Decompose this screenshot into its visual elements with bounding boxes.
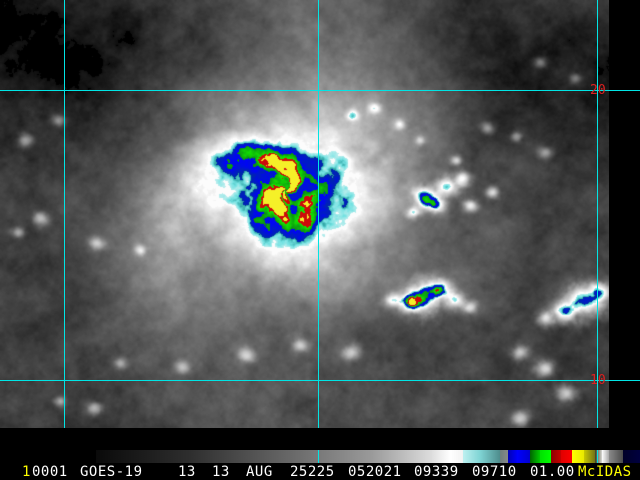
image-time-utc: 052021 [348, 464, 402, 480]
enhancement-segment-18 [594, 450, 603, 463]
enhancement-segment-1 [96, 450, 191, 463]
satellite-name: GOES-19 [80, 464, 143, 480]
enhancement-segment-20 [608, 450, 624, 463]
enhancement-bar-tick-0 [318, 450, 319, 463]
element-coordinate: 09710 [472, 464, 517, 480]
enhancement-segment-8 [479, 450, 501, 463]
enhancement-segment-12 [530, 450, 541, 463]
enhancement-segment-3 [293, 450, 373, 463]
enhancement-segment-16 [572, 450, 585, 463]
annotation-strip: 1 0001 GOES-19 13 13 AUG 25225 052021 09339 09710… [0, 428, 640, 480]
enhancement-bar-tick-1 [597, 450, 598, 463]
brightness-temperature-enhancement-bar[interactable] [86, 450, 640, 463]
resolution-value: 01.00 [530, 464, 575, 480]
enhancement-segment-11 [517, 450, 531, 463]
enhancement-segment-21 [622, 450, 640, 463]
enhancement-segment-9 [499, 450, 510, 463]
mcidas-brand: McIDAS [578, 464, 632, 480]
latitude-label-10: 10 [590, 373, 606, 388]
enhancement-segment-0 [86, 450, 97, 463]
month-name: AUG [246, 464, 273, 480]
enhancement-segment-15 [561, 450, 574, 463]
mcidas-status-line: 1 0001 GOES-19 13 13 AUG 25225 052021 09339 09710… [0, 464, 640, 480]
longitude-gridline-30 [597, 0, 598, 428]
enhancement-segment-2 [189, 450, 295, 463]
latitude-label-20: 20 [590, 83, 606, 98]
enhancement-segment-14 [550, 450, 562, 463]
enhancement-segment-13 [539, 450, 552, 463]
latitude-gridline-20 [0, 90, 640, 91]
enhancement-segment-7 [462, 450, 481, 463]
area-number: 0001 [32, 464, 68, 480]
frame-number: 1 [22, 464, 31, 480]
satellite-infrared-image[interactable] [0, 0, 609, 428]
latitude-gridline-10 [0, 380, 640, 381]
longitude-gridline-50 [64, 0, 65, 428]
enhancement-segment-17 [583, 450, 596, 463]
enhancement-segment-19 [601, 450, 610, 463]
enhancement-segment-6 [449, 450, 464, 463]
julian-date: 25225 [290, 464, 335, 480]
line-coordinate: 09339 [414, 464, 459, 480]
longitude-gridline-40 [318, 0, 319, 428]
enhancement-segment-5 [432, 450, 451, 463]
satellite-image-area[interactable]: 20 10 [0, 0, 640, 428]
day-of-month: 13 [212, 464, 230, 480]
enhancement-segment-4 [371, 450, 433, 463]
band-number: 13 [178, 464, 196, 480]
enhancement-segment-10 [508, 450, 518, 463]
